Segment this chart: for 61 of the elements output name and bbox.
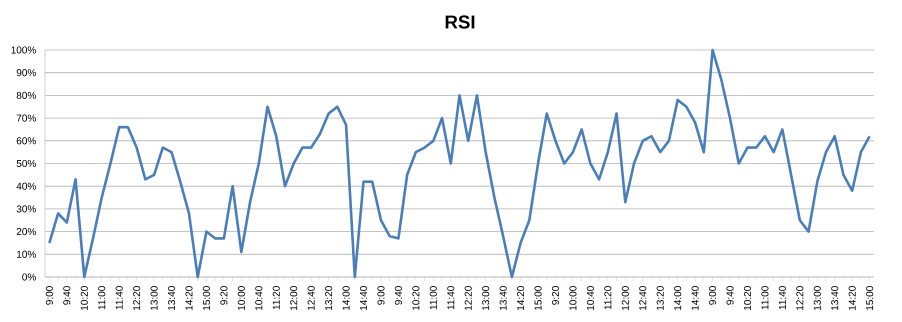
y-tick-label: 30% <box>16 205 36 212</box>
x-tick-label: 10:20 <box>80 286 88 310</box>
y-tick-label: 20% <box>16 228 36 236</box>
y-tick-label: 40% <box>16 182 36 190</box>
x-tick-label: 12:00 <box>622 286 629 310</box>
y-tick-label: 80% <box>16 92 36 99</box>
x-tick-label: 14:20 <box>185 286 193 310</box>
x-tick-label: 9:20 <box>220 286 228 305</box>
x-tick-label: 11:20 <box>604 286 612 310</box>
x-tick-label: 11:00 <box>98 286 106 310</box>
chart-title: RSI <box>446 15 474 29</box>
x-tick-label: 13:40 <box>500 286 507 310</box>
x-tick-label: 13:40 <box>831 286 838 310</box>
x-tick-label: 11:40 <box>116 286 123 310</box>
x-tick-label: 15:00 <box>534 286 542 310</box>
x-tick-label: 11:40 <box>778 286 786 310</box>
x-tick-label: 12:00 <box>290 286 298 310</box>
x-tick-label: 12:40 <box>639 286 646 310</box>
x-tick-label: 14:40 <box>692 286 699 310</box>
x-tick-label: 13:20 <box>325 286 332 310</box>
x-tick-label: 9:40 <box>726 286 734 305</box>
x-tick-label: 12:40 <box>308 286 315 310</box>
y-tick-label: 60% <box>16 137 36 144</box>
y-tick-label: 10% <box>17 250 36 258</box>
x-tick-label: 14:00 <box>674 286 682 310</box>
x-tick-label: 10:00 <box>238 286 245 310</box>
y-tick-label: 100% <box>11 46 36 54</box>
x-tick-label: 11:20 <box>272 286 280 310</box>
y-tick-label: 50% <box>16 160 36 168</box>
x-tick-label: 13:00 <box>482 286 490 310</box>
x-tick-label: 10:20 <box>744 286 752 310</box>
x-tick-label: 13:40 <box>168 286 176 310</box>
x-tick-label: 9:40 <box>63 286 70 305</box>
x-tick-label: 13:00 <box>150 286 158 310</box>
x-tick-label: 14:00 <box>342 286 350 310</box>
x-tick-label: 10:20 <box>412 286 420 310</box>
x-tick-label: 10:40 <box>586 286 594 310</box>
x-tick-label: 13:00 <box>814 286 821 310</box>
y-tick-label: 0% <box>22 273 36 281</box>
x-tick-label: 9:00 <box>709 286 716 305</box>
x-tick-label: 14:20 <box>848 286 856 310</box>
x-tick-label: 9:00 <box>377 286 385 305</box>
x-tick-label: 9:00 <box>46 286 53 305</box>
x-tick-label: 12:20 <box>133 286 140 310</box>
x-tick-label: 10:40 <box>255 286 262 310</box>
x-tick-label: 14:20 <box>517 286 524 310</box>
x-tick-label: 12:20 <box>464 286 472 310</box>
x-tick-label: 11:40 <box>447 286 454 310</box>
y-tick-label: 70% <box>16 114 36 122</box>
x-tick-label: 13:20 <box>656 286 664 310</box>
x-tick-label: 15:00 <box>202 286 210 310</box>
x-tick-label: 12:20 <box>796 286 804 310</box>
x-tick-label: 9:40 <box>394 286 402 305</box>
line-series <box>48 48 871 278</box>
x-tick-label: 11:00 <box>761 286 768 310</box>
x-tick-label: 14:40 <box>360 286 368 310</box>
y-tick-label: 90% <box>16 69 36 76</box>
x-tick-label: 15:00 <box>866 286 874 310</box>
x-tick-label: 11:00 <box>430 286 437 310</box>
x-tick-label: 10:00 <box>569 286 576 310</box>
x-tick-label: 9:20 <box>552 286 560 305</box>
